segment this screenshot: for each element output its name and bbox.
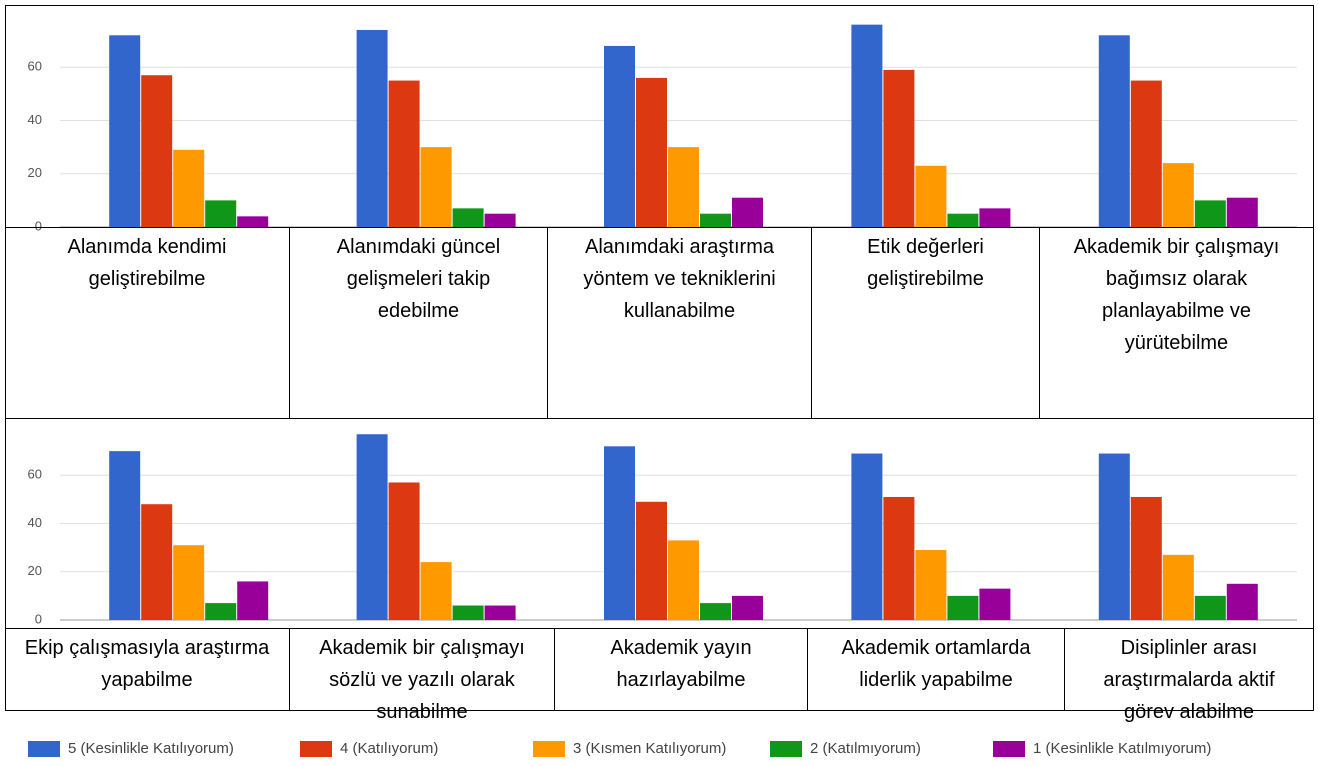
bar xyxy=(700,213,731,227)
bar xyxy=(420,562,452,620)
bar xyxy=(420,147,452,227)
bar xyxy=(604,45,635,228)
legend-swatch xyxy=(300,741,332,757)
bar xyxy=(1098,453,1130,620)
bar xyxy=(979,208,1011,227)
category-label: Akademik ortamlarda liderlik yapabilme xyxy=(808,628,1065,711)
y-tick-label: 60 xyxy=(28,59,42,74)
y-tick-label: 0 xyxy=(35,218,42,233)
legend-swatch xyxy=(28,741,60,757)
bar xyxy=(668,147,699,227)
bar xyxy=(883,69,915,227)
bar xyxy=(883,496,915,620)
category-label: Akademik bir çalışmayı sözlü ve yazılı o… xyxy=(290,628,555,723)
category-label: Alanımda kendimi geliştirebilme xyxy=(5,227,290,418)
bar xyxy=(668,540,699,620)
bar xyxy=(205,603,237,620)
bar xyxy=(205,200,237,227)
frame xyxy=(5,5,1314,711)
bar xyxy=(1098,35,1130,227)
bar xyxy=(947,595,979,620)
bar xyxy=(452,605,484,620)
bar xyxy=(1162,163,1194,227)
bar xyxy=(1226,197,1258,227)
bar xyxy=(141,504,173,620)
y-tick-label: 0 xyxy=(35,611,42,626)
category-label: Akademik yayın hazırlayabilme xyxy=(555,628,808,711)
category-label: Ekip çalışmasıyla araştırma yapabilme xyxy=(5,628,290,711)
bar xyxy=(109,451,141,620)
legend-label: 4 (Katılıyorum) xyxy=(340,740,439,757)
bar xyxy=(732,595,763,620)
bar xyxy=(1162,554,1194,620)
category-label: Alanımdaki araştırma yöntem ve teknikler… xyxy=(548,227,812,418)
bar xyxy=(1226,583,1258,620)
bar xyxy=(636,501,667,620)
bar xyxy=(979,588,1011,620)
legend-swatch xyxy=(770,741,802,757)
bar xyxy=(141,75,173,227)
bar xyxy=(915,165,947,227)
category-label: Disiplinler arası araştırmalarda aktif g… xyxy=(1065,628,1313,723)
bar xyxy=(237,216,269,227)
bar xyxy=(237,581,269,620)
y-tick-label: 20 xyxy=(28,165,42,180)
y-tick-label: 40 xyxy=(28,112,42,127)
bar xyxy=(388,482,420,620)
legend-swatch xyxy=(993,741,1025,757)
bar xyxy=(484,605,516,620)
category-label: Alanımdaki güncel gelişmeleri takip edeb… xyxy=(290,227,548,418)
bar xyxy=(915,550,947,620)
bar xyxy=(173,545,205,620)
bar xyxy=(700,603,731,620)
bar xyxy=(109,35,141,227)
legend-swatch xyxy=(533,741,565,757)
bar xyxy=(604,446,635,620)
bar xyxy=(947,213,979,227)
bar xyxy=(1130,80,1162,227)
bar xyxy=(636,77,667,228)
category-label: Etik değerleri geliştirebilme xyxy=(812,227,1040,418)
bar xyxy=(851,453,883,620)
y-tick-label: 60 xyxy=(28,467,42,482)
bar xyxy=(851,24,883,228)
bar xyxy=(356,434,388,620)
bar xyxy=(452,208,484,227)
bar xyxy=(388,80,420,227)
bar xyxy=(356,29,388,227)
legend-label: 5 (Kesinlikle Katılıyorum) xyxy=(68,740,234,757)
bar xyxy=(484,213,516,227)
legend-label: 2 (Katılmıyorum) xyxy=(810,740,921,757)
legend-label: 3 (Kısmen Katılıyorum) xyxy=(573,740,727,757)
y-tick-label: 40 xyxy=(28,515,42,530)
bar xyxy=(1194,200,1226,227)
category-label: Akademik bir çalışmayı bağımsız olarak p… xyxy=(1040,227,1313,418)
bar xyxy=(173,149,205,227)
y-tick-label: 20 xyxy=(28,563,42,578)
bar xyxy=(1194,595,1226,620)
legend-label: 1 (Kesinlikle Katılmıyorum) xyxy=(1033,740,1212,757)
bar xyxy=(1130,496,1162,620)
bar xyxy=(732,197,763,227)
